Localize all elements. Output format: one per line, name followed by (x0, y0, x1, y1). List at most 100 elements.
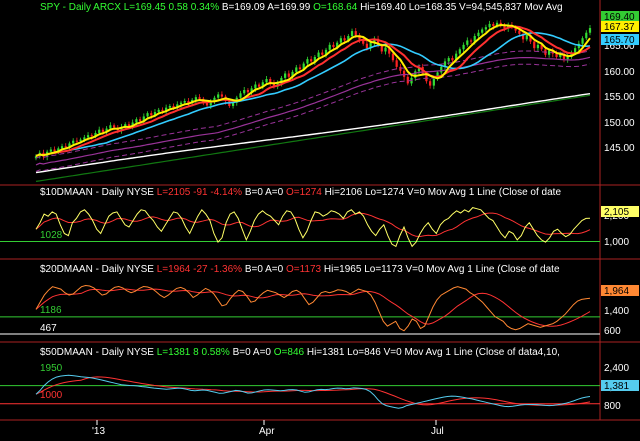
candle-body (495, 22, 499, 27)
breadth-moving-average (35, 212, 591, 238)
header-segment: $20DMAAN - Daily NYSE (40, 264, 157, 275)
candle-body (124, 124, 127, 127)
candle-body (462, 44, 465, 50)
x-tick-label: '13 (92, 426, 105, 437)
candle-body (265, 78, 268, 83)
y-tick-label: 600 (604, 326, 621, 337)
ma-line-20 (35, 32, 591, 157)
ma-line-50 (35, 56, 591, 166)
price-tag-bg (601, 11, 639, 22)
header-segment: B=0 A=0 (245, 187, 286, 198)
candle-body (432, 78, 435, 86)
candle-body (272, 82, 276, 87)
header-segment: Hi=169.40 Lo=168.35 V=94,545,837 Mov Avg (360, 2, 562, 13)
ma-line-long (35, 94, 591, 182)
candle-body (298, 67, 302, 70)
price-tag: 165.70 (601, 34, 639, 46)
candle-body (284, 73, 287, 78)
candle-body (536, 44, 540, 49)
candle-body (451, 58, 454, 61)
candle-body (165, 107, 168, 111)
candle-body (350, 31, 354, 37)
candle-body (168, 105, 171, 108)
candle-body (533, 41, 536, 49)
y-tick-label: 165.00 (604, 41, 635, 52)
header-segment: Hi=1381 Lo=846 V=0 Mov Avg 1 Line (Close… (307, 347, 560, 358)
candle-body (94, 132, 97, 137)
candle-body (473, 36, 476, 42)
ma-band-upper (35, 50, 591, 159)
candle-body (209, 102, 212, 106)
candle-body (261, 82, 264, 87)
header-segment: B=169.09 A=169.99 (222, 2, 313, 13)
candle-body (127, 124, 131, 127)
candle-body (243, 90, 246, 94)
price-tag: 169.40 (601, 11, 639, 23)
header-segment: $50DMAAN - Daily NYSE (40, 347, 157, 358)
y-tick-label: 145.00 (604, 143, 635, 154)
candle-body (336, 42, 339, 48)
candle-body (440, 66, 443, 73)
candle-body (317, 52, 320, 57)
candle-body (521, 33, 525, 40)
ma-line-5 (35, 23, 591, 158)
candle-body (514, 27, 517, 31)
candle-body (153, 112, 157, 116)
candle-body (499, 22, 502, 26)
candle-body (198, 97, 201, 99)
y-tick-label: 1,000 (604, 237, 629, 248)
candle-body (588, 28, 592, 33)
candle-body (321, 52, 324, 55)
candle-body (581, 38, 584, 44)
candle-body (287, 73, 290, 77)
ma-line-10 (35, 25, 591, 158)
candle-body (72, 140, 75, 144)
candle-body (365, 43, 369, 49)
header-segment: $10DMAAN - Daily NYSE (40, 187, 157, 198)
candle-body (525, 34, 528, 40)
candle-body (484, 27, 488, 30)
candle-body (269, 78, 272, 83)
candle-body (68, 143, 71, 148)
candle-body (373, 38, 376, 43)
price-tag-bg (601, 206, 639, 217)
candle-body (328, 44, 331, 50)
candle-body (369, 42, 372, 49)
candle-body (447, 58, 450, 62)
candle-body (391, 53, 395, 61)
ma-line-200 (35, 93, 591, 174)
y-tick-label: 150.00 (604, 118, 635, 129)
candle-body (414, 71, 417, 78)
price-tag: 1,964 (601, 285, 639, 297)
candle-body (138, 119, 142, 122)
candle-body (559, 53, 562, 57)
candle-body (585, 32, 588, 39)
breadth-line (35, 374, 591, 409)
ma20-header: $20DMAAN - Daily NYSE L=1964 -27 -1.36% … (40, 264, 560, 275)
reference-label: 1950 (40, 363, 63, 374)
candle-body (529, 34, 532, 42)
candle-body (60, 146, 64, 149)
candle-body (239, 93, 242, 98)
reference-label: 1000 (40, 390, 63, 401)
ma50-header: $50DMAAN - Daily NYSE L=1381 8 0.58% B=0… (40, 347, 560, 358)
header-segment: L=1964 -27 -1.36% (157, 264, 245, 275)
price-tag: 2,105 (601, 206, 639, 218)
candle-body (105, 128, 108, 132)
candle-body (53, 149, 56, 152)
candle-body (142, 116, 145, 122)
reference-label: 1028 (40, 230, 63, 241)
candle-body (547, 50, 551, 55)
price-tag-label: 167.37 (604, 22, 635, 33)
candle-body (455, 53, 458, 61)
candle-body (86, 135, 90, 138)
candle-body (79, 139, 82, 142)
candle-body (402, 70, 406, 77)
candle-body (179, 102, 183, 105)
candle-body (220, 94, 224, 97)
header-segment: B=0 A=0 (245, 264, 286, 275)
price-tag-bg (601, 380, 639, 391)
reference-label: 1186 (40, 305, 62, 316)
